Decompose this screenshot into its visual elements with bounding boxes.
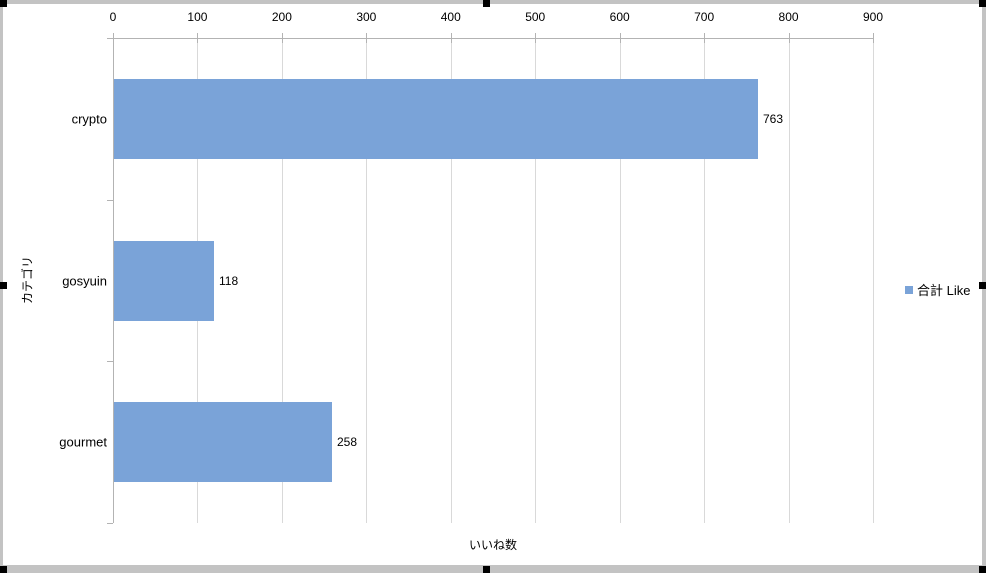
selection-handle-middle-left[interactable] <box>0 282 7 289</box>
y-axis-tick <box>107 523 113 524</box>
x-axis-tick-label: 500 <box>525 10 546 24</box>
x-axis-tick-label: 900 <box>862 10 884 24</box>
gridline <box>704 38 706 523</box>
legend[interactable]: 合計 Like <box>905 280 970 299</box>
category-label-crypto: crypto <box>71 111 107 127</box>
legend-series-swatch-icon <box>905 285 913 294</box>
gridline <box>788 38 790 523</box>
y-axis-tick <box>107 38 113 39</box>
selection-handle-bottom-middle[interactable] <box>483 566 490 573</box>
bar-value-label: 118 <box>219 274 239 288</box>
selection-handle-top-middle[interactable] <box>483 0 490 7</box>
gridline <box>873 38 874 523</box>
x-axis-tick-label: 600 <box>609 10 630 24</box>
gridline <box>366 38 368 523</box>
bar-gosyuin[interactable] <box>114 241 214 321</box>
x-axis-tick-label: 0 <box>109 10 117 24</box>
x-axis-tick-label: 200 <box>271 10 292 24</box>
x-axis-tick-label: 300 <box>356 10 377 24</box>
y-axis-title: カテゴリ <box>20 255 35 305</box>
x-axis-tick-label: 800 <box>778 10 799 24</box>
x-axis-tick <box>873 33 874 43</box>
gridline <box>281 38 283 523</box>
bar-value-label: 258 <box>337 435 358 449</box>
selection-handle-bottom-right[interactable] <box>979 566 986 573</box>
category-label-gourmet: gourmet <box>59 434 107 450</box>
bar-crypto[interactable] <box>114 79 758 159</box>
selection-handle-top-right[interactable] <box>979 0 986 7</box>
category-label-gosyuin: gosyuin <box>62 273 107 289</box>
x-axis-line <box>113 38 873 39</box>
bar-value-label: 763 <box>763 112 784 126</box>
legend-series-label: 合計 Like <box>917 283 971 298</box>
x-axis-tick-label: 100 <box>187 10 208 24</box>
selection-handle-middle-right[interactable] <box>979 282 986 289</box>
selection-handle-bottom-left[interactable] <box>0 566 7 573</box>
gridline <box>619 38 621 523</box>
x-axis-tick-label: 700 <box>694 10 715 24</box>
x-axis-tick-label: 400 <box>440 10 461 24</box>
y-axis-tick <box>107 200 113 201</box>
selection-handle-top-left[interactable] <box>0 0 7 7</box>
bar-gourmet[interactable] <box>114 402 332 482</box>
y-axis-line <box>113 38 114 523</box>
gridline <box>450 38 452 523</box>
gridline <box>535 38 537 523</box>
y-axis-tick <box>107 361 113 362</box>
x-axis-title: いいね数 <box>468 538 517 552</box>
